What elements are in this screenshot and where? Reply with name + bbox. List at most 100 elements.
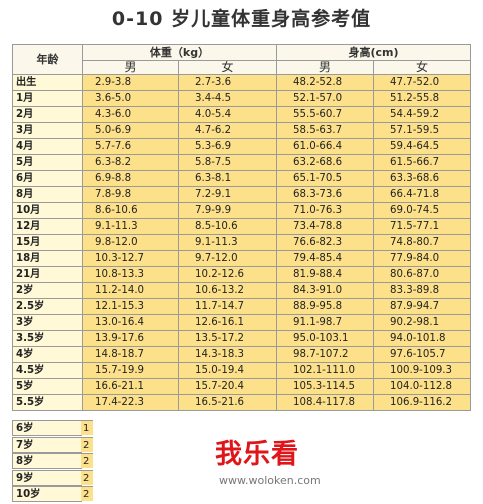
table-row: 21月 10.8-13.3 10.2-12.6 81.9-88.4 80.6-87.0 [12,266,472,283]
masked-value-stub: 2 [81,453,93,469]
weight-boy-cell: 10.3-12.7 [82,250,179,267]
height-boy-header: 男 [276,60,375,75]
height-girl-cell: 80.6-87.0 [373,266,472,283]
age-cell: 2.5岁 [12,298,83,315]
weight-boy-cell: 15.7-19.9 [82,362,179,379]
masked-value-stub: 2 [81,436,93,452]
height-boy-cell: 73.4-78.8 [276,218,375,235]
height-boy-cell: 105.3-114.5 [276,378,375,395]
weight-girl-cell: 15.7-20.4 [177,378,278,395]
weight-boy-cell: 4.3-6.0 [82,106,179,123]
table-row: 5月 6.3-8.2 5.8-7.5 63.2-68.6 61.5-66.7 [12,154,472,171]
height-girl-cell: 66.4-71.8 [373,186,472,203]
age-cell: 21月 [12,266,83,283]
masked-age-cell: 7岁 [12,436,82,453]
age-cell: 8月 [12,186,83,203]
growth-reference-table: 年龄 体重（kg） 身高(cm) 男 女 男 女 出生 2.9-3.8 2.7-3.… [12,44,472,411]
weight-boy-cell: 9.1-11.3 [82,218,179,235]
table-row: 3.5岁 13.9-17.6 13.5-17.2 95.0-103.1 94.0-101… [12,330,472,347]
weight-girl-cell: 9.7-12.0 [177,250,278,267]
table-row: 15月 9.8-12.0 9.1-11.3 76.6-82.3 74.8-80.7 [12,234,472,251]
weight-boy-cell: 5.7-7.6 [82,138,179,155]
table-row: 4月 5.7-7.6 5.3-6.9 61.0-66.4 59.4-64.5 [12,138,472,155]
height-boy-cell: 98.7-107.2 [276,346,375,363]
height-boy-cell: 61.0-66.4 [276,138,375,155]
masked-value-stub: 2 [81,469,93,485]
height-boy-cell: 95.0-103.1 [276,330,375,347]
table-row: 5.5岁 17.4-22.3 16.5-21.6 108.4-117.8 106.9-1… [12,394,472,411]
age-cell: 2月 [12,106,83,123]
height-header: 身高(cm) [276,44,472,61]
weight-girl-cell: 5.8-7.5 [177,154,278,171]
weight-girl-cell: 13.5-17.2 [177,330,278,347]
age-cell: 15月 [12,234,83,251]
age-cell: 10月 [12,202,83,219]
table-row: 2月 4.3-6.0 4.0-5.4 55.5-60.7 54.4-59.2 [12,106,472,123]
weight-header: 体重（kg） [81,44,278,61]
page-title: 0-10 岁儿童体重身高参考值 [111,8,372,30]
masked-age-cell: 10岁 [12,486,82,503]
weight-girl-cell: 4.0-5.4 [177,106,278,123]
age-cell: 4岁 [12,346,83,363]
weight-girl-cell: 4.7-6.2 [177,122,278,139]
weight-girl-cell: 14.3-18.3 [177,346,278,363]
height-boy-cell: 65.1-70.5 [276,170,375,187]
height-girl-header: 女 [373,60,472,75]
table-row: 10月 8.6-10.6 7.9-9.9 71.0-76.3 69.0-74.5 [12,202,472,219]
weight-boy-cell: 12.1-15.3 [82,298,179,315]
masked-age-cell: 8岁 [12,453,82,470]
weight-boy-cell: 7.8-9.8 [82,186,179,203]
masked-value-stub: 1 [81,420,93,435]
weight-boy-cell: 13.9-17.6 [82,330,179,347]
weight-girl-cell: 8.5-10.6 [177,218,278,235]
height-girl-cell: 59.4-64.5 [373,138,472,155]
height-girl-cell: 83.3-89.8 [373,282,472,299]
age-cell: 6月 [12,170,83,187]
height-boy-cell: 68.3-73.6 [276,186,375,203]
height-girl-cell: 74.8-80.7 [373,234,472,251]
height-girl-cell: 71.5-77.1 [373,218,472,235]
height-girl-cell: 104.0-112.8 [373,378,472,395]
height-girl-cell: 100.9-109.3 [373,362,472,379]
weight-boy-cell: 6.9-8.8 [82,170,179,187]
weight-girl-cell: 12.6-16.1 [177,314,278,331]
weight-girl-header: 女 [177,60,278,75]
weight-girl-cell: 5.3-6.9 [177,138,278,155]
age-cell: 5岁 [12,378,83,395]
height-girl-cell: 94.0-101.8 [373,330,472,347]
table-row: 1月 3.6-5.0 3.4-4.5 52.1-57.0 51.2-55.8 [12,90,472,107]
age-cell: 18月 [12,250,83,267]
weight-boy-cell: 9.8-12.0 [82,234,179,251]
table-row: 出生 2.9-3.8 2.7-3.6 48.2-52.8 47.7-52.0 [12,74,472,91]
age-header: 年龄 [12,44,83,75]
age-cell: 4月 [12,138,83,155]
weight-girl-cell: 7.2-9.1 [177,186,278,203]
masked-value-stub: 2 [81,486,93,502]
height-boy-cell: 91.1-98.7 [276,314,375,331]
watermark-url: www.woloken.com [219,474,321,487]
table-row: 5岁 16.6-21.1 15.7-20.4 105.3-114.5 104.0-112… [12,378,472,395]
height-boy-cell: 84.3-91.0 [276,282,375,299]
weight-boy-cell: 5.0-6.9 [82,122,179,139]
table-row: 2.5岁 12.1-15.3 11.7-14.7 88.9-95.8 87.9-94.7 [12,298,472,315]
height-girl-cell: 106.9-116.2 [373,394,472,411]
height-girl-cell: 69.0-74.5 [373,202,472,219]
table-row: 3月 5.0-6.9 4.7-6.2 58.5-63.7 57.1-59.5 [12,122,472,139]
height-boy-cell: 71.0-76.3 [276,202,375,219]
table-row: 3岁 13.0-16.4 12.6-16.1 91.1-98.7 90.2-98.1 [12,314,472,331]
age-cell: 4.5岁 [12,362,83,379]
height-boy-cell: 79.4-85.4 [276,250,375,267]
age-cell: 5.5岁 [12,394,83,411]
weight-girl-cell: 15.0-19.4 [177,362,278,379]
height-boy-cell: 63.2-68.6 [276,154,375,171]
age-cell: 3.5岁 [12,330,83,347]
table-row: 8月 7.8-9.8 7.2-9.1 68.3-73.6 66.4-71.8 [12,186,472,203]
weight-boy-header: 男 [82,60,179,75]
table-row: 18月 10.3-12.7 9.7-12.0 79.4-85.4 77.9-84.0 [12,250,472,267]
age-cell: 3岁 [12,314,83,331]
height-girl-cell: 87.9-94.7 [373,298,472,315]
weight-girl-cell: 2.7-3.6 [177,74,278,91]
age-cell: 5月 [12,154,83,171]
age-cell: 12月 [12,218,83,235]
weight-boy-cell: 11.2-14.0 [82,282,179,299]
